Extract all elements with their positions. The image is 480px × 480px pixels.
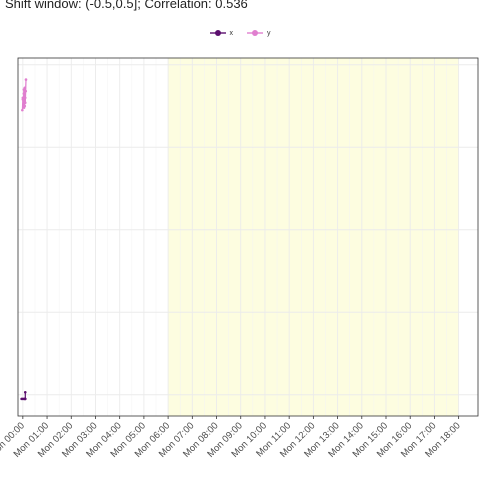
chart-title: Shift window: (-0.5,0.5]; Correlation: 0… xyxy=(5,0,248,11)
legend-label-y: y xyxy=(267,29,271,37)
legend-key-y xyxy=(247,30,263,36)
data-point-x xyxy=(23,397,27,401)
data-point-y xyxy=(24,89,28,93)
data-point-y xyxy=(22,88,26,91)
data-point-y xyxy=(23,96,27,100)
plot-panel xyxy=(17,57,479,417)
series-layer xyxy=(20,78,28,401)
data-point-y xyxy=(22,104,25,108)
data-point-y xyxy=(21,96,25,100)
data-point-y xyxy=(24,78,28,81)
legend-label-x: x xyxy=(229,29,234,37)
legend: x y xyxy=(0,26,480,40)
legend-key-x xyxy=(209,30,226,36)
data-point-y xyxy=(22,92,26,95)
legend-entry-y: y xyxy=(247,29,271,37)
data-point-x xyxy=(23,390,27,394)
legend-entry-x: x xyxy=(209,29,234,37)
data-point-y xyxy=(22,99,26,103)
grid-layer xyxy=(18,58,478,416)
data-point-y xyxy=(21,108,24,112)
